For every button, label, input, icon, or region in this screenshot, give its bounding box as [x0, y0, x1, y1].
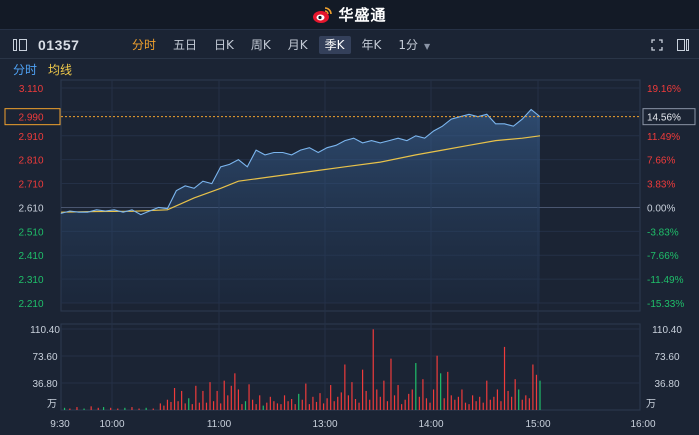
time-axis-label: 15:00	[525, 419, 550, 430]
percent-tick-label: -11.49%	[647, 275, 684, 286]
tab-five-day[interactable]: 五日	[173, 38, 198, 52]
brand-logo-icon	[313, 6, 333, 23]
tab-average-line[interactable]: 均线	[48, 63, 73, 77]
time-axis-label: 11:00	[207, 419, 232, 430]
tab-intraday-line[interactable]: 分时	[13, 63, 38, 77]
percent-tick-label: 19.16%	[647, 84, 681, 95]
price-tick-label: 2.210	[18, 299, 43, 310]
chevron-down-icon: ▼	[424, 42, 431, 51]
price-area-fill	[61, 109, 540, 303]
volume-unit-label-right: 万	[646, 399, 656, 410]
volume-tick-label-left: 110.40	[30, 325, 60, 336]
minute-dropdown-label: 1分	[398, 38, 419, 52]
tab-intraday[interactable]: 分时	[132, 38, 157, 52]
price-tick-label: 2.510	[18, 227, 43, 238]
volume-tick-label-right: 73.60	[654, 352, 679, 363]
tab-weekly-k[interactable]: 周K	[250, 38, 271, 52]
tab-quarterly-k[interactable]: 季K	[318, 36, 351, 54]
intraday-chart: 3.1103.0102.9102.8102.7102.6102.5102.410…	[4, 79, 696, 430]
percent-tick-label: 7.66%	[647, 156, 675, 167]
app-header: 华盛通	[0, 0, 699, 30]
average-price-line	[60, 135, 541, 213]
price-tick-label: 3.110	[19, 84, 44, 95]
toolbar-icons	[651, 39, 689, 51]
period-tabs: 分时 五日 日K 周K 月K 季K 年K 1分 ▼	[126, 36, 441, 54]
volume-tick-label-left: 36.80	[32, 379, 57, 390]
price-tick-label: 2.310	[18, 275, 43, 286]
price-tick-label: 2.710	[18, 180, 43, 191]
price-tick-label: 2.410	[18, 251, 43, 262]
percent-tick-label: -7.66%	[647, 251, 679, 262]
volume-panel-frame	[60, 323, 641, 411]
percent-tick-label: 3.83%	[647, 180, 675, 191]
current-percent-box	[642, 108, 696, 126]
volume-tick-label-left: 73.60	[32, 352, 57, 363]
percent-tick-label: -15.33%	[647, 299, 684, 310]
tab-minute-dropdown[interactable]: 1分 ▼	[392, 36, 436, 54]
percent-tick-label: 0.00%	[647, 203, 675, 214]
percent-tick-label: -3.83%	[647, 227, 679, 238]
tab-monthly-k[interactable]: 月K	[287, 38, 308, 52]
price-panel-frame	[60, 79, 641, 312]
current-price-box	[4, 108, 61, 126]
time-axis-label: 10:00	[99, 419, 124, 430]
volume-unit-label-left: 万	[47, 399, 57, 410]
chart-toolbar: 01357 分时 五日 日K 周K 月K 季K 年K 1分 ▼	[0, 31, 699, 59]
time-axis-label: 9:30	[50, 419, 70, 430]
tab-daily-k[interactable]: 日K	[214, 38, 234, 52]
time-axis-label: 14:00	[418, 419, 443, 430]
time-axis-label: 16:00	[630, 419, 655, 430]
tab-yearly-k[interactable]: 年K	[361, 38, 382, 52]
price-tick-label: 2.910	[18, 132, 43, 143]
indicator-bar: 分时 均线	[0, 59, 699, 79]
expand-icon[interactable]	[651, 39, 663, 51]
current-price-label: 2.990	[18, 113, 43, 124]
panel-toggle-icon[interactable]	[13, 39, 27, 51]
percent-tick-label: 11.49%	[647, 132, 680, 143]
price-tick-label: 2.810	[18, 156, 43, 167]
time-axis-label: 13:00	[312, 419, 337, 430]
current-percent-label: 14.56%	[647, 113, 681, 124]
brand-name: 华盛通	[338, 6, 387, 24]
volume-tick-label-right: 110.40	[652, 325, 682, 336]
stock-code: 01357	[38, 37, 80, 53]
price-tick-label: 2.610	[18, 203, 43, 214]
collapse-panel-icon[interactable]	[677, 39, 689, 51]
volume-tick-label-right: 36.80	[654, 379, 679, 390]
